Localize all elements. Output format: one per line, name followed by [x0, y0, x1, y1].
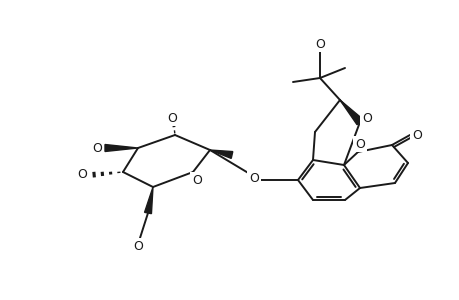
Text: O: O	[167, 112, 177, 124]
Polygon shape	[105, 145, 138, 152]
Text: O: O	[92, 142, 102, 154]
Text: O: O	[354, 137, 364, 151]
Polygon shape	[144, 187, 153, 214]
Text: O: O	[77, 169, 87, 182]
Polygon shape	[339, 100, 362, 125]
Text: O: O	[192, 173, 202, 187]
Polygon shape	[210, 150, 232, 158]
Text: O: O	[248, 172, 258, 184]
Text: O: O	[314, 38, 324, 50]
Text: O: O	[133, 239, 143, 253]
Text: O: O	[411, 128, 421, 142]
Text: O: O	[361, 112, 371, 124]
